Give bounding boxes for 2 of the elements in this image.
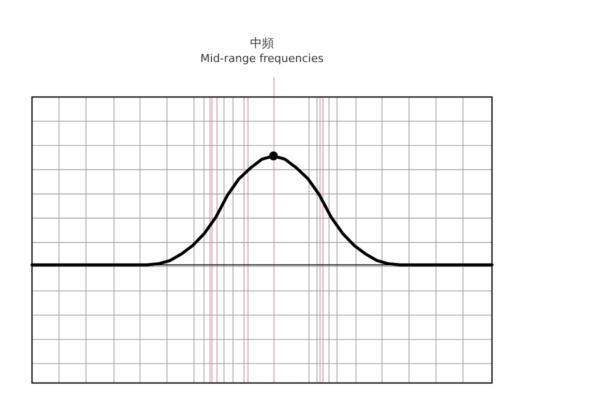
chart-title: 中頻 bbox=[250, 36, 274, 50]
chart-subtitle: Mid-range frequencies bbox=[200, 52, 324, 65]
